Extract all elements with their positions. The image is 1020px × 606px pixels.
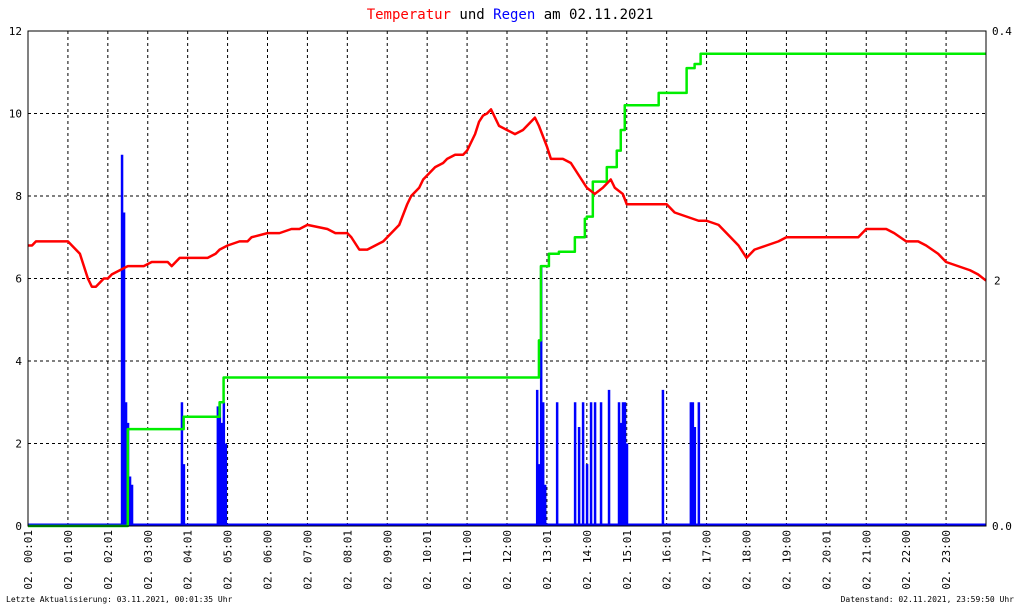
rain-bar [625, 443, 629, 526]
y-left-tick-label: 8 [15, 190, 22, 203]
x-tick-label: 02. 13:01 [541, 530, 554, 590]
rain-bars [28, 154, 986, 527]
rain-bar [585, 464, 589, 526]
rain-bar [543, 484, 547, 526]
x-tick-label: 02. 00:01 [22, 530, 35, 590]
rain-bar [541, 402, 545, 526]
x-tick-label: 02. 18:00 [741, 530, 754, 590]
footer-data-status: Datenstand: 02.11.2021, 23:59:50 Uhr [841, 595, 1015, 604]
rain-bar [220, 422, 224, 526]
x-tick-label: 02. 06:00 [262, 530, 275, 590]
rain-bar [124, 402, 128, 526]
x-tick-label: 02. 08:01 [341, 530, 354, 590]
x-tick-label: 02. 03:00 [142, 530, 155, 590]
x-tick-label: 02. 12:00 [501, 530, 514, 590]
rain-bar [573, 402, 577, 526]
y-left-tick-label: 2 [15, 438, 22, 451]
x-tick-label: 02. 05:00 [222, 530, 235, 590]
rain-bar [122, 212, 126, 526]
rain-bar [697, 402, 701, 526]
rain-bar [539, 266, 543, 526]
rain-bar [182, 464, 186, 526]
grid [28, 31, 986, 526]
rain-bar [607, 389, 611, 526]
rain-bar [128, 476, 132, 526]
rain-bar [130, 484, 134, 526]
x-tick-label: 02. 01:00 [62, 530, 75, 590]
x-tick-label: 02. 15:01 [621, 530, 634, 590]
y-left-tick-label: 10 [9, 108, 22, 121]
rain-bar [216, 406, 220, 526]
rain-bar [621, 402, 625, 526]
title-date: am 02.11.2021 [535, 7, 653, 23]
rain-bar [589, 402, 593, 526]
plot-frame [27, 30, 987, 527]
x-tick-label: 02. 07:00 [301, 530, 314, 590]
x-tick-label: 02. 10:01 [421, 530, 434, 590]
x-tick-label: 02. 22:00 [900, 530, 913, 590]
x-tick-label: 02. 02:01 [102, 530, 115, 590]
rain-bar [593, 402, 597, 526]
x-tick-label: 02. 20:01 [820, 530, 833, 590]
rain-bar [224, 443, 228, 526]
x-tick-label: 02. 16:01 [661, 530, 674, 590]
x-tick-label: 02. 09:00 [381, 530, 394, 590]
rain-bar [689, 402, 693, 526]
rain-bar [535, 389, 539, 526]
rain-bar [617, 402, 621, 526]
rain-bar [120, 154, 124, 526]
rain-bar [555, 402, 559, 526]
rain-bar [218, 402, 222, 526]
x-tick-label: 02. 11:00 [461, 530, 474, 590]
rain-bar [691, 402, 695, 526]
rain-sum-polyline [28, 52, 986, 528]
footer-last-update: Letzte Aktualisierung: 03.11.2021, 00:01… [6, 595, 233, 604]
x-tick-label: 02. 14:00 [581, 530, 594, 590]
y-left-tick-label: 0 [15, 520, 22, 533]
rain-bar [693, 427, 697, 526]
rain-bar [619, 422, 623, 526]
x-tick-label: 02. 21:00 [860, 530, 873, 590]
title-temperature-word: Temperatur [367, 7, 451, 23]
chart-title: Temperatur und Regen am 02.11.2021 [367, 7, 654, 23]
rain-sum-line [28, 52, 986, 528]
temperature-polyline [28, 108, 987, 288]
y-right-tick-label: 0.0 [992, 520, 1012, 533]
y-left-tick-label: 12 [9, 25, 22, 38]
title-and-word: und [451, 7, 493, 23]
rain-bar [222, 402, 226, 526]
rain-bar [661, 389, 665, 526]
rain-bar [623, 402, 627, 526]
x-tick-label: 02. 17:00 [701, 530, 714, 590]
rain-bar [180, 402, 184, 526]
rain-bar [599, 402, 603, 526]
y-left-tick-label: 4 [15, 355, 22, 368]
x-tick-label: 02. 23:00 [940, 530, 953, 590]
right-current-marker: 2 [994, 275, 1001, 288]
y-left-tick-label: 6 [15, 273, 22, 286]
axes: 0 2 4 6 8 10 12 02. 00:01 02. 01:00 02. 02:01 02. … [9, 25, 1012, 590]
rain-bar [537, 464, 541, 526]
title-rain-word: Regen [493, 7, 535, 23]
x-tick-label: 02. 19:00 [780, 530, 793, 590]
rain-bar [581, 402, 585, 526]
x-tick-label: 02. 04:01 [182, 530, 195, 590]
temperature-line [28, 108, 987, 288]
rain-bar [577, 427, 581, 526]
y-right-tick-label: 0.4 [992, 25, 1012, 38]
